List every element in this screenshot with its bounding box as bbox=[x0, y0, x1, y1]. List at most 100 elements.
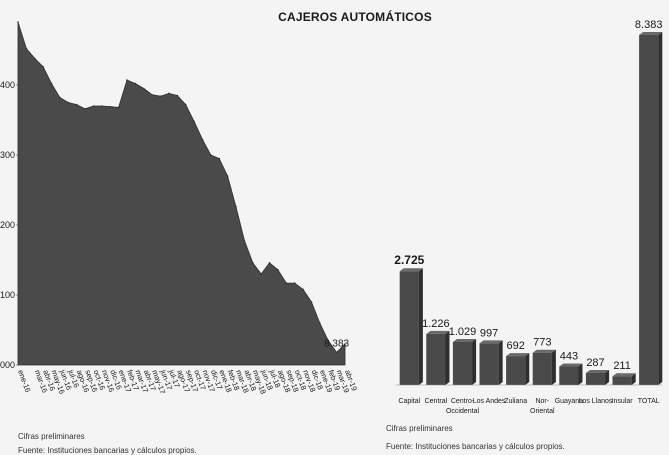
bar bbox=[506, 356, 526, 385]
category-label: Guayana bbox=[555, 398, 584, 405]
series-point bbox=[75, 103, 78, 106]
y-tick-label: 8.200 bbox=[0, 220, 15, 230]
category-label: TOTAL bbox=[638, 398, 660, 405]
series-point bbox=[67, 101, 70, 104]
series-point bbox=[285, 282, 288, 284]
bar-data-label: 692 bbox=[507, 340, 525, 352]
bar-top-face bbox=[612, 373, 636, 377]
bar-top-face bbox=[532, 349, 556, 353]
bar bbox=[399, 271, 419, 385]
category-label: Zuliana bbox=[504, 398, 527, 405]
category-label: Centro- bbox=[451, 398, 475, 405]
bar-side-face bbox=[498, 340, 503, 385]
bar-data-label: 1.226 bbox=[422, 318, 450, 330]
series-point bbox=[268, 262, 271, 264]
bar-top-face bbox=[506, 353, 530, 357]
bar bbox=[452, 342, 473, 385]
series-point bbox=[42, 66, 44, 68]
series-point bbox=[34, 57, 36, 60]
bar-side-face bbox=[658, 32, 663, 385]
bar-side-face bbox=[445, 330, 450, 385]
bar-side-face bbox=[472, 339, 477, 385]
series-point bbox=[310, 301, 313, 303]
bar-side-face bbox=[551, 349, 556, 385]
bar-side-face bbox=[525, 353, 530, 385]
bar-data-label: 443 bbox=[560, 351, 578, 363]
series-point bbox=[168, 92, 170, 95]
left-preliminary-note: Cifras preliminares bbox=[18, 432, 85, 441]
right-source-note: Fuente: Instituciones bancarias y cálcul… bbox=[386, 442, 565, 451]
series-point bbox=[109, 105, 111, 108]
series-point bbox=[252, 262, 254, 264]
series-point bbox=[159, 95, 162, 97]
bar bbox=[479, 343, 499, 385]
series-point bbox=[260, 273, 263, 275]
series-point bbox=[277, 269, 279, 271]
bar-top-face bbox=[585, 370, 610, 374]
series-point bbox=[226, 175, 229, 177]
series-point bbox=[218, 157, 220, 160]
series-point bbox=[193, 120, 195, 123]
x-tick-label: ene-16 bbox=[16, 369, 32, 394]
series-area bbox=[17, 21, 346, 366]
category-label: Capital bbox=[398, 398, 420, 405]
bar-data-label: 2.725 bbox=[394, 253, 424, 267]
bar-data-label: 8.383 bbox=[635, 19, 663, 31]
series-point bbox=[134, 82, 137, 85]
bar bbox=[559, 366, 579, 385]
series-point bbox=[151, 94, 153, 96]
series-point bbox=[210, 154, 212, 156]
series-point bbox=[327, 339, 330, 342]
series-point bbox=[302, 288, 304, 291]
bar-top-face bbox=[479, 340, 503, 344]
data-annotation: 8.383 bbox=[324, 338, 349, 349]
bar-data-label: 211 bbox=[613, 360, 631, 372]
left-source-note: Fuente: Instituciones bancarias y cálcul… bbox=[18, 446, 197, 455]
bar-top-face bbox=[426, 330, 450, 334]
category-label: Occidental bbox=[446, 408, 480, 415]
series-point bbox=[344, 343, 346, 345]
regional-trend-area-chart: 8.0008.1008.2008.3008.400ene-16mar-16abr… bbox=[0, 21, 359, 395]
series-point bbox=[293, 282, 296, 284]
bar-data-label: 1.029 bbox=[449, 326, 477, 338]
series-point bbox=[17, 21, 19, 23]
category-label: Central bbox=[425, 398, 448, 405]
bar bbox=[426, 333, 446, 385]
series-point bbox=[101, 105, 103, 107]
bar-side-face bbox=[605, 370, 610, 385]
series-point bbox=[235, 206, 237, 208]
y-tick-label: 8.400 bbox=[0, 80, 15, 90]
y-tick-label: 8.000 bbox=[0, 360, 15, 370]
bar-top-face bbox=[399, 268, 423, 272]
bar bbox=[585, 373, 606, 385]
series-point bbox=[59, 96, 61, 99]
series-point bbox=[92, 105, 95, 107]
bar-top-face bbox=[452, 339, 477, 343]
series-point bbox=[50, 82, 53, 85]
bar-top-face bbox=[559, 363, 583, 367]
series-point bbox=[335, 351, 338, 354]
category-label: Los Andes bbox=[473, 398, 506, 405]
series-point bbox=[25, 47, 28, 50]
bar-data-label: 773 bbox=[533, 337, 551, 349]
series-point bbox=[243, 239, 246, 242]
series-point bbox=[143, 87, 145, 90]
category-label: Oriental bbox=[530, 408, 555, 415]
category-label: Los Llanos bbox=[579, 398, 613, 405]
category-label: Insular bbox=[612, 398, 634, 405]
series-point bbox=[201, 138, 204, 141]
series-point bbox=[184, 103, 187, 106]
series-point bbox=[319, 322, 321, 324]
bar bbox=[639, 35, 659, 385]
bar-data-label: 287 bbox=[586, 357, 604, 369]
bar bbox=[612, 376, 632, 385]
bar-side-face bbox=[418, 268, 423, 385]
chart-title: CAJEROS AUTOMÁTICOS bbox=[278, 10, 432, 24]
series-point bbox=[84, 108, 86, 110]
bar-data-label: 997 bbox=[480, 327, 498, 339]
bar bbox=[532, 352, 552, 385]
series-point bbox=[126, 79, 128, 81]
series-point bbox=[117, 106, 120, 109]
category-label: Nor- bbox=[535, 398, 549, 405]
